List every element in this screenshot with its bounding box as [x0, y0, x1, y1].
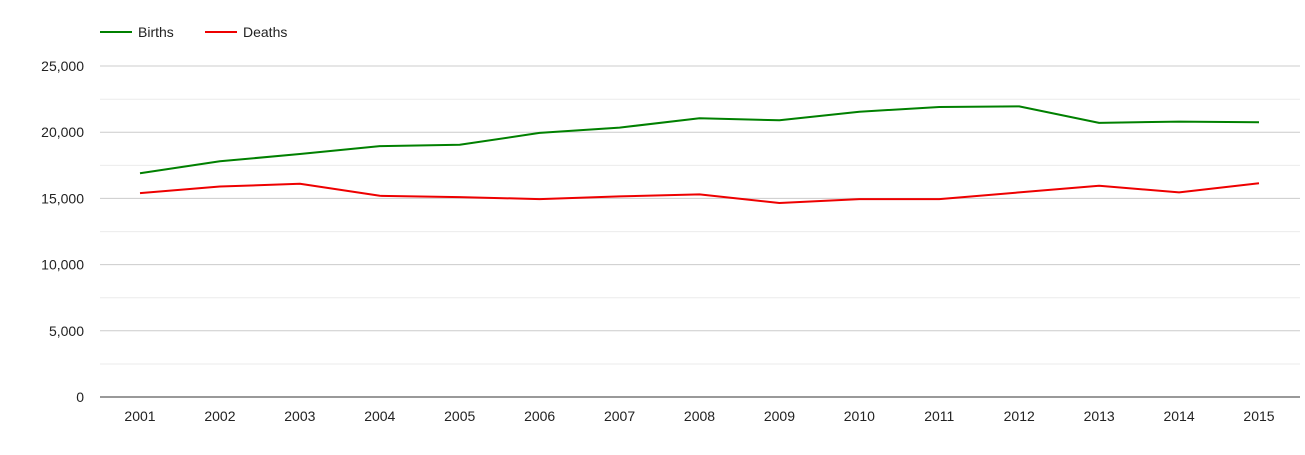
x-tick-label: 2004: [364, 408, 395, 424]
data-point-births[interactable]: [1257, 120, 1262, 125]
grid: [100, 65, 1300, 365]
x-tick-label: 2001: [124, 408, 155, 424]
data-point-births[interactable]: [1017, 104, 1022, 109]
x-tick-label: 2015: [1243, 408, 1274, 424]
data-point-births[interactable]: [1097, 120, 1102, 125]
x-tick-label: 2011: [924, 408, 954, 424]
series-layer: [138, 104, 1262, 206]
data-point-deaths[interactable]: [1177, 190, 1182, 195]
data-point-deaths[interactable]: [857, 197, 862, 202]
x-tick-label: 2003: [284, 408, 315, 424]
data-point-deaths[interactable]: [1017, 190, 1022, 195]
series-line-births: [139, 105, 1260, 175]
data-point-births[interactable]: [777, 118, 782, 123]
x-tick-label: 2012: [1004, 408, 1035, 424]
data-point-deaths[interactable]: [537, 197, 542, 202]
x-tick-label: 2009: [764, 408, 795, 424]
x-tick-label: 2007: [604, 408, 635, 424]
data-point-births[interactable]: [537, 130, 542, 135]
x-tick-label: 2006: [524, 408, 555, 424]
y-tick-label: 5,000: [49, 323, 84, 339]
y-tick-label: 15,000: [41, 190, 84, 206]
data-point-deaths[interactable]: [138, 191, 143, 196]
data-point-deaths[interactable]: [937, 197, 942, 202]
data-point-births[interactable]: [457, 142, 462, 147]
y-tick-label: 20,000: [41, 124, 84, 140]
axes: 0 5,000 10,000 15,000 20,000 25,000 2001 2002 20…: [41, 58, 1300, 424]
legend: Births Deaths: [100, 24, 287, 40]
y-tick-label: 0: [76, 389, 84, 405]
data-point-deaths[interactable]: [1257, 181, 1262, 186]
data-point-births[interactable]: [857, 109, 862, 114]
x-tick-label: 2008: [684, 408, 715, 424]
data-point-deaths[interactable]: [457, 195, 462, 200]
x-tick-label: 2010: [844, 408, 875, 424]
data-point-births[interactable]: [937, 105, 942, 110]
data-point-births[interactable]: [1177, 119, 1182, 124]
data-point-deaths[interactable]: [377, 193, 382, 198]
series-line-deaths: [139, 182, 1260, 204]
data-point-deaths[interactable]: [297, 181, 302, 186]
data-point-births[interactable]: [217, 159, 222, 164]
data-point-deaths[interactable]: [697, 192, 702, 197]
data-point-births[interactable]: [617, 125, 622, 130]
x-tick-label: 2014: [1163, 408, 1194, 424]
data-point-births[interactable]: [297, 152, 302, 157]
x-tick-label: 2005: [444, 408, 475, 424]
x-tick-label: 2002: [204, 408, 235, 424]
legend-label-deaths: Deaths: [243, 24, 287, 40]
data-point-births[interactable]: [377, 144, 382, 149]
data-point-deaths[interactable]: [777, 201, 782, 206]
data-point-births[interactable]: [138, 171, 143, 176]
legend-label-births: Births: [138, 24, 174, 40]
x-tick-label: 2013: [1084, 408, 1115, 424]
data-point-deaths[interactable]: [617, 194, 622, 199]
y-tick-label: 10,000: [41, 257, 84, 273]
y-tick-label: 25,000: [41, 58, 84, 74]
data-point-deaths[interactable]: [1097, 183, 1102, 188]
data-point-births[interactable]: [697, 116, 702, 121]
data-point-deaths[interactable]: [217, 184, 222, 189]
